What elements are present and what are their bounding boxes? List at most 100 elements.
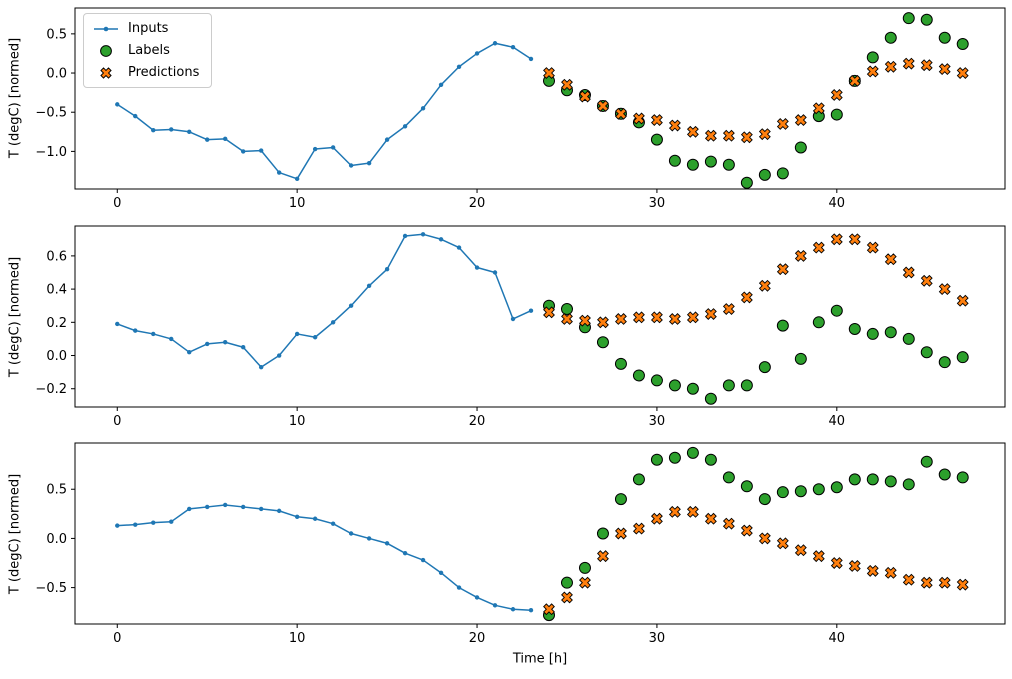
labels-circle-marker <box>578 561 591 574</box>
axes-box <box>74 225 1006 408</box>
labels-circle-marker <box>830 108 843 121</box>
labels-circle-marker <box>956 471 969 484</box>
predictions-x-marker <box>758 128 771 141</box>
predictions-x-marker <box>866 65 879 78</box>
labels-circle-marker <box>866 51 879 64</box>
inputs-dot-marker <box>205 504 210 510</box>
labels-circle-marker <box>794 352 807 365</box>
inputs-dot-marker <box>312 516 318 521</box>
inputs-dot-marker <box>276 508 282 514</box>
labels-circle-marker <box>776 319 789 332</box>
predictions-x-marker <box>866 241 879 254</box>
inputs-dot-marker <box>474 265 480 270</box>
inputs-dot-marker <box>366 536 372 541</box>
predictions-x-marker <box>615 107 627 120</box>
inputs-dot-marker <box>223 502 228 508</box>
inputs-dot-marker <box>438 82 444 87</box>
labels-circle-marker <box>776 486 789 499</box>
x-tick-label: 10 <box>289 631 306 646</box>
labels-circle-marker <box>614 493 627 506</box>
labels-circle-marker <box>920 455 933 468</box>
predictions-x-marker <box>830 557 843 569</box>
predictions-x-marker <box>866 564 879 577</box>
labels-circle-marker <box>650 453 663 466</box>
inputs-dot-marker <box>384 266 390 272</box>
inputs-line <box>116 42 532 180</box>
labels-circle-marker <box>722 158 735 171</box>
predictions-x-marker <box>722 303 735 315</box>
y-tick-label: 0.0 <box>46 349 67 364</box>
x-tick-label: 30 <box>649 196 666 211</box>
y-axis-label-3: T (degC) [normed] <box>7 473 23 595</box>
labels-circle-marker <box>848 322 861 335</box>
x-tick-label: 40 <box>829 631 846 646</box>
inputs-dot-marker <box>258 148 264 153</box>
x-tick-label: 10 <box>289 414 306 429</box>
x-axis-label: Time [h] <box>512 651 568 667</box>
y-tick-label: 0.0 <box>46 532 67 547</box>
predictions-x-marker <box>776 537 789 550</box>
series-predictions <box>543 233 969 329</box>
labels-circle-marker <box>668 154 681 167</box>
predictions-x-marker <box>956 67 969 79</box>
series-inputs <box>115 502 534 613</box>
predictions-x-marker <box>920 576 933 589</box>
legend: Inputs Labels Predictions <box>83 13 213 88</box>
inputs-dot-marker <box>294 514 300 519</box>
legend-label-inputs: Inputs <box>128 21 169 36</box>
labels-circle-marker <box>902 332 915 345</box>
predictions-x-marker <box>722 129 735 142</box>
labels-circle-marker <box>866 327 879 340</box>
inputs-dot-marker <box>312 146 318 152</box>
y-tick-label: −0.2 <box>35 382 67 397</box>
series-predictions <box>543 57 969 144</box>
legend-item-inputs: Inputs <box>93 21 199 36</box>
predictions-x-marker <box>920 59 933 72</box>
predictions-x-marker <box>704 129 717 142</box>
labels-circle-marker <box>596 336 609 349</box>
inputs-dot-marker <box>330 521 336 526</box>
labels-circle-marker <box>740 379 753 392</box>
axes-box <box>74 7 1006 190</box>
labels-circle-icon <box>100 44 112 57</box>
x-tick-label: 20 <box>469 414 486 429</box>
predictions-x-marker <box>597 550 609 563</box>
labels-circle-marker <box>758 493 771 506</box>
y-tick-label: −1.0 <box>35 145 67 160</box>
labels-circle-marker <box>632 369 645 382</box>
x-tick-label: 30 <box>649 631 666 646</box>
inputs-dot-marker <box>402 550 408 556</box>
x-tick-label: 0 <box>113 196 121 211</box>
series-labels <box>542 299 969 405</box>
predictions-x-marker <box>812 241 825 254</box>
predictions-x-marker <box>884 566 897 579</box>
predictions-x-marker <box>956 578 969 591</box>
inputs-line <box>117 233 532 368</box>
inputs-dot-marker <box>223 340 228 345</box>
labels-circle-marker <box>794 485 807 498</box>
predictions-x-marker <box>776 263 789 276</box>
inputs-dot-marker <box>294 176 300 182</box>
inputs-dot-marker <box>456 64 462 69</box>
inputs-dot-marker <box>115 321 120 327</box>
predictions-x-marker <box>740 291 753 304</box>
predictions-x-marker <box>579 314 591 327</box>
predictions-x-marker <box>650 512 663 525</box>
labels-circle-marker <box>812 316 825 329</box>
predictions-x-marker <box>668 313 681 325</box>
predictions-x-marker <box>830 89 843 101</box>
labels-circle-marker <box>722 471 735 484</box>
inputs-dot-marker <box>133 522 138 527</box>
labels-circle-marker <box>902 12 915 25</box>
inputs-dot-marker <box>348 303 354 308</box>
inputs-line <box>117 504 532 611</box>
inputs-dot-marker <box>240 504 246 510</box>
inputs-dot-marker <box>528 308 534 313</box>
predictions-x-marker <box>579 576 591 589</box>
predictions-x-marker <box>650 114 663 126</box>
predictions-x-marker <box>956 294 969 307</box>
inputs-dot-marker <box>330 145 336 150</box>
inputs-dot-marker <box>510 607 516 612</box>
y-tick-label: 0.2 <box>46 316 67 331</box>
inputs-dot-marker <box>151 128 156 133</box>
